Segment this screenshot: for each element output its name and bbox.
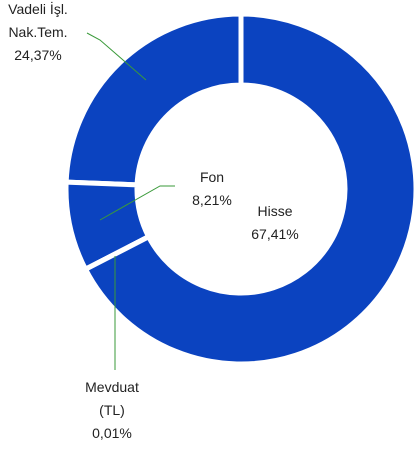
category-label: Vadeli İşl. Nak.Tem. bbox=[8, 1, 68, 40]
value-label: 67,41% bbox=[251, 226, 299, 242]
donut-segment bbox=[63, 11, 244, 188]
category-label: Fon bbox=[199, 169, 225, 185]
data-label: Mevduat (TL) 0,01% bbox=[80, 376, 144, 445]
donut-segment bbox=[82, 11, 416, 367]
category-label: Hisse bbox=[257, 203, 293, 219]
value-label: 0,01% bbox=[92, 425, 132, 441]
data-label: Fon 8,21% bbox=[172, 166, 252, 212]
value-label: 24,37% bbox=[14, 47, 62, 63]
leader-line bbox=[86, 32, 147, 81]
category-label: Mevduat (TL) bbox=[85, 379, 139, 418]
leader-line bbox=[99, 185, 175, 221]
data-label: Hisse 67,41% bbox=[235, 200, 315, 246]
value-label: 8,21% bbox=[192, 192, 232, 208]
data-label: Vadeli İşl. Nak.Tem. 24,37% bbox=[0, 0, 78, 67]
